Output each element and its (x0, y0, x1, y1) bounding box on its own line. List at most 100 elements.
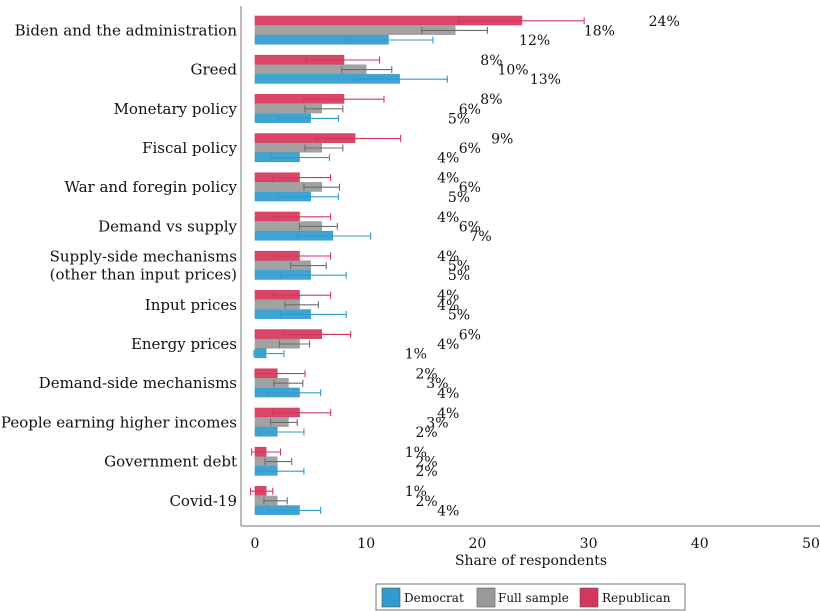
error-bar (290, 262, 327, 270)
error-bar (250, 487, 274, 495)
data-label: 1% (405, 445, 427, 461)
error-bar (272, 174, 332, 182)
x-tick-label: 30 (580, 536, 598, 552)
x-axis: 0 10 20 30 40 50 Share of respondents (240, 6, 820, 569)
category-label: Greed (190, 61, 237, 79)
error-bar (254, 370, 306, 378)
legend-label: Republican (602, 591, 671, 605)
error-bar (304, 144, 344, 152)
error-bar (266, 389, 322, 397)
data-label: 6% (459, 141, 481, 157)
data-label: 4% (437, 503, 459, 519)
error-bar (272, 409, 332, 417)
error-bar (272, 291, 332, 299)
error-bar (304, 105, 344, 113)
error-bar (273, 379, 304, 387)
data-label: 5% (448, 307, 470, 323)
error-bar (257, 467, 305, 475)
error-bar (283, 330, 352, 338)
x-tick-label: 0 (251, 536, 260, 552)
data-label: 1% (405, 484, 427, 500)
error-bar (341, 66, 393, 74)
data-label: 4% (437, 406, 459, 422)
error-bar (280, 271, 347, 279)
data-label: 10% (497, 63, 528, 79)
category-label: Fiscal policy (142, 139, 237, 157)
data-label: 6% (459, 327, 481, 343)
data-label: 4% (437, 249, 459, 265)
data-label: 1% (405, 347, 427, 363)
data-label: 5% (448, 259, 470, 275)
legend-label: Full sample (498, 591, 569, 605)
data-label: 4% (437, 386, 459, 402)
data-label: 6% (459, 219, 481, 235)
error-bar (270, 418, 298, 426)
data-label: 6% (459, 102, 481, 118)
error-bar (264, 458, 293, 466)
data-label: 5% (448, 268, 470, 284)
category-label: People earning higher incomes (1, 413, 237, 431)
category-label: Demand vs supply (98, 217, 237, 235)
x-axis-title: Share of respondents (455, 553, 607, 569)
error-bar (258, 428, 305, 436)
data-label: 4% (437, 288, 459, 304)
x-tick-label: 50 (802, 536, 820, 552)
x-tick-label: 40 (691, 536, 709, 552)
category-label: Demand-side mechanisms (39, 374, 237, 392)
error-bar (305, 56, 381, 64)
data-label: 6% (459, 180, 481, 196)
data-label: 12% (519, 33, 550, 49)
data-label: 18% (584, 23, 615, 39)
data-label: 9% (491, 131, 513, 147)
category-label: Input prices (145, 296, 237, 314)
error-bar (303, 95, 385, 103)
error-bar (421, 26, 488, 34)
data-label: 4% (437, 210, 459, 226)
error-bar (284, 301, 319, 309)
legend-label: Democrat (404, 591, 464, 605)
category-label: Covid-19 (169, 492, 237, 510)
error-bar (253, 350, 285, 358)
error-bar (263, 497, 288, 505)
error-bar (278, 340, 311, 348)
error-bar (271, 154, 331, 162)
error-bar (272, 213, 332, 221)
category-label: Monetary policy (114, 100, 238, 118)
data-label: 5% (448, 111, 470, 127)
bars-area: 24%18%12%8%10%13%8%6%5%9%6%4%4%6%5%4%6%7… (250, 14, 680, 519)
error-bar (352, 75, 448, 83)
data-label: 7% (469, 229, 491, 245)
error-bar (267, 506, 322, 514)
legend-swatch (476, 587, 496, 608)
category-label: Energy prices (131, 335, 237, 353)
legend-swatch (381, 587, 401, 608)
data-label: 8% (480, 92, 502, 108)
data-label: 24% (649, 14, 680, 30)
error-bar (457, 17, 585, 25)
data-label: 2% (415, 367, 437, 383)
category-label: Biden and the administration (15, 21, 238, 39)
error-bar (298, 222, 338, 230)
error-bar (251, 448, 282, 456)
error-bar (296, 232, 372, 240)
legend-box (375, 583, 686, 611)
category-label: War and foregin policy (64, 178, 237, 196)
error-bar (303, 183, 341, 191)
error-bar (272, 252, 332, 260)
data-label: 2% (415, 455, 437, 471)
data-label: 2% (415, 464, 437, 480)
data-label: 2% (415, 494, 437, 510)
error-bar (315, 134, 402, 142)
x-tick-label: 10 (357, 536, 375, 552)
legend: Democrat Full sample Republican (375, 583, 686, 611)
error-bar (277, 193, 339, 201)
error-bar (280, 310, 347, 318)
error-bar (277, 114, 339, 122)
error-bar (345, 36, 434, 44)
x-tick-label: 20 (468, 536, 486, 552)
data-label: 4% (437, 151, 459, 167)
data-label: 3% (426, 415, 448, 431)
category-labels: Biden and the administration Greed Monetar… (1, 21, 238, 509)
data-label: 4% (437, 337, 459, 353)
